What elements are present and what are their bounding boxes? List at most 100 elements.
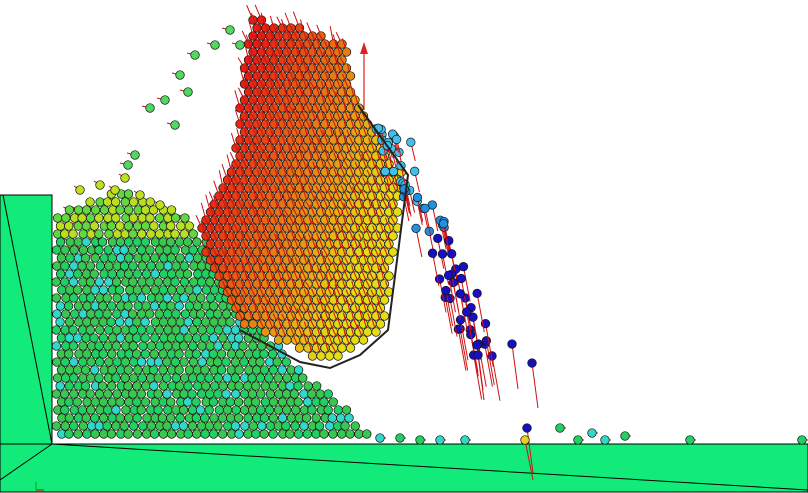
particle [138, 278, 147, 287]
particle [66, 238, 75, 247]
particle [61, 310, 70, 319]
particle [62, 342, 71, 351]
particle [308, 160, 317, 169]
particle [154, 358, 163, 367]
particle [60, 230, 69, 239]
particle [133, 286, 142, 295]
particle [124, 302, 133, 311]
particle [194, 270, 203, 279]
particle [159, 318, 168, 327]
particle [124, 238, 133, 247]
particle [473, 341, 482, 350]
particle [104, 390, 113, 399]
particle [65, 366, 74, 375]
particle [124, 190, 133, 199]
particle [175, 382, 184, 391]
particle [108, 270, 117, 279]
particle [342, 406, 351, 415]
particle [192, 398, 201, 407]
particle [139, 342, 148, 351]
particle [456, 315, 465, 324]
particle [249, 342, 258, 351]
particle [105, 262, 114, 271]
particle [406, 138, 415, 147]
particle [61, 246, 70, 255]
particle [124, 254, 133, 263]
particle [147, 294, 156, 303]
particle [151, 334, 160, 343]
particle [141, 334, 150, 343]
particle [134, 366, 143, 375]
particle [282, 358, 291, 367]
particle [146, 246, 155, 255]
particle [363, 328, 372, 337]
particle [240, 358, 249, 367]
particle [141, 238, 150, 247]
particle [124, 270, 133, 279]
particle [206, 278, 215, 287]
particle [112, 422, 121, 431]
particle [197, 278, 206, 287]
particle [78, 262, 87, 271]
particle [112, 406, 121, 415]
particle [588, 429, 597, 438]
particle [57, 366, 66, 375]
particle [133, 398, 142, 407]
particle [202, 382, 211, 391]
particle [129, 422, 138, 431]
particle [124, 206, 133, 215]
particle [129, 278, 138, 287]
particle [107, 318, 116, 327]
particle [321, 40, 330, 49]
particle [315, 422, 324, 431]
page: (() => { const svg = document.getElement… [0, 0, 808, 493]
particle [129, 214, 138, 223]
particle [79, 374, 88, 383]
particle [302, 414, 311, 423]
particle [86, 262, 95, 271]
particle [151, 286, 160, 295]
particle [66, 254, 75, 263]
particle [154, 374, 163, 383]
particle [124, 430, 133, 439]
particle [257, 406, 266, 415]
particle [132, 350, 141, 359]
particle [381, 167, 390, 176]
particle [66, 286, 75, 295]
particle [214, 326, 223, 335]
particle [172, 406, 181, 415]
particle [196, 310, 205, 319]
particle [111, 186, 120, 195]
particle [166, 238, 175, 247]
particle [91, 206, 100, 215]
particle [171, 121, 180, 130]
particle [124, 222, 133, 231]
particle [73, 270, 82, 279]
particle [52, 326, 61, 335]
particle [57, 254, 66, 263]
particle [83, 350, 92, 359]
particle [231, 358, 240, 367]
particle [90, 270, 99, 279]
particle [282, 406, 291, 415]
particle [137, 326, 146, 335]
particle [83, 430, 92, 439]
particle [113, 358, 122, 367]
particle [56, 238, 65, 247]
particle [111, 198, 120, 207]
particle [116, 398, 125, 407]
particle [300, 144, 309, 153]
particle [274, 374, 283, 383]
particle [64, 302, 73, 311]
particle [290, 390, 299, 399]
particle [312, 398, 321, 407]
particle [60, 390, 69, 399]
particle [248, 374, 257, 383]
particle [126, 286, 135, 295]
particle [78, 406, 87, 415]
particle [210, 414, 219, 423]
particle [209, 334, 218, 343]
particle [112, 278, 121, 287]
particle [184, 334, 193, 343]
particle [198, 342, 207, 351]
